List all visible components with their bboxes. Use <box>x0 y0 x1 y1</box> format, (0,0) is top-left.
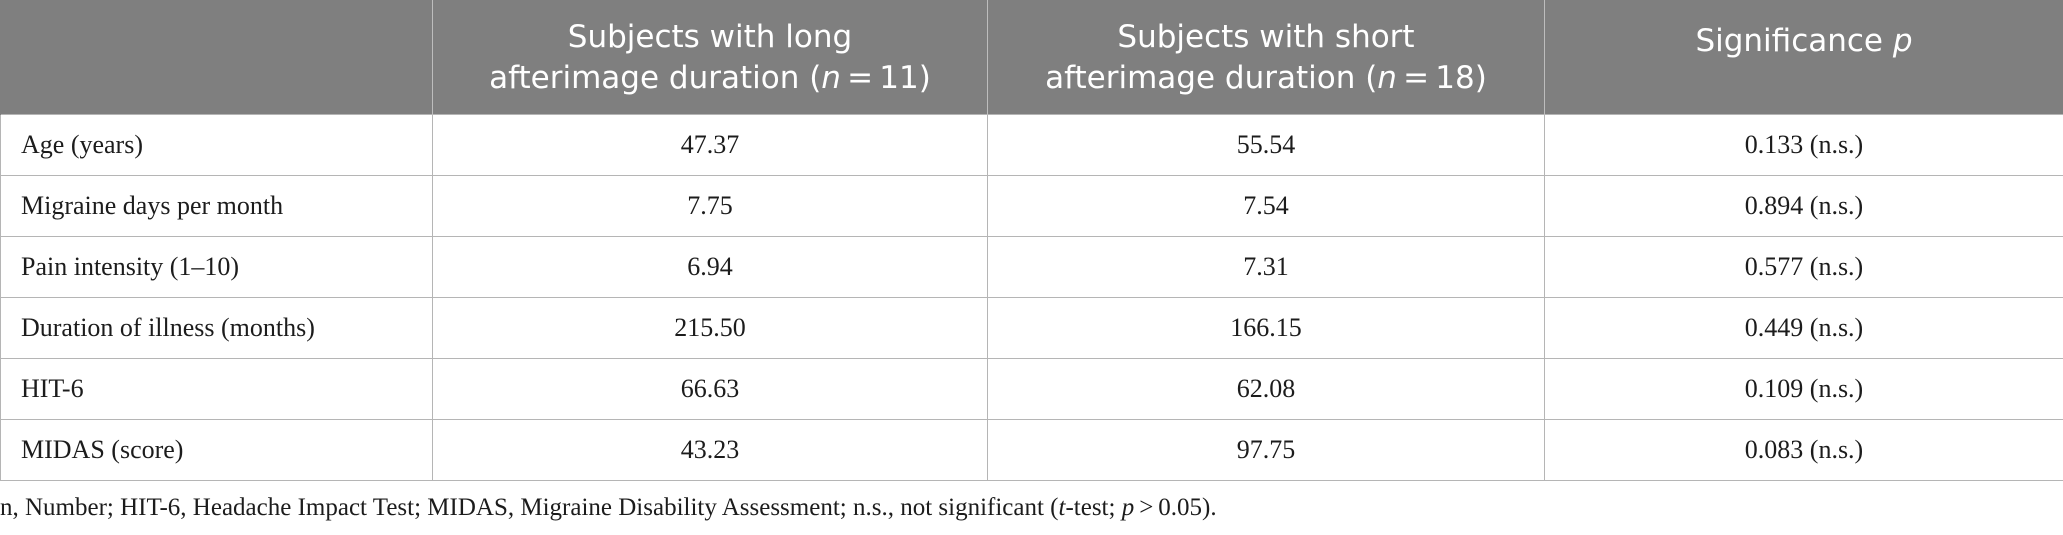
row-label: Age (years) <box>0 114 433 176</box>
cell-short-value: 7.54 <box>987 175 1545 237</box>
footnote-t: t <box>1058 494 1066 521</box>
cell-long-value: 66.63 <box>432 358 988 420</box>
row-label: Pain intensity (1–10) <box>0 236 433 298</box>
table-row: HIT-6 66.63 62.08 0.109 (n.s.) <box>0 358 2063 420</box>
cell-short-value: 55.54 <box>987 114 1545 176</box>
header-row: Subjects with long afterimage duration (… <box>0 0 2063 115</box>
row-label: HIT-6 <box>0 358 433 420</box>
header-significance-text: Significance <box>1695 23 1893 59</box>
cell-significance: 0.577 (n.s.) <box>1544 236 2063 298</box>
cell-long-value: 43.23 <box>432 419 988 481</box>
cell-short-value: 97.75 <box>987 419 1545 481</box>
row-label: Duration of illness (months) <box>0 297 433 359</box>
header-short-line1: Subjects with short <box>1117 18 1415 55</box>
data-table: Subjects with long afterimage duration (… <box>0 0 2063 481</box>
header-long-line2-prefix: afterimage duration ( <box>489 59 822 96</box>
header-long-line1: Subjects with long <box>567 18 853 55</box>
data-table-container: Subjects with long afterimage duration (… <box>0 0 2063 481</box>
table-footnote: n, Number; HIT-6, Headache Impact Test; … <box>0 494 1217 522</box>
header-long-line2-suffix: = 11) <box>840 59 931 96</box>
table-row: Age (years) 47.37 55.54 0.133 (n.s.) <box>0 114 2063 176</box>
header-short-n: n <box>1377 59 1397 96</box>
header-cell-long-afterimage: Subjects with long afterimage duration (… <box>432 0 988 115</box>
table-row: Duration of illness (months) 215.50 166.… <box>0 297 2063 359</box>
row-label: Migraine days per month <box>0 175 433 237</box>
header-cell-empty <box>0 0 433 115</box>
cell-long-value: 7.75 <box>432 175 988 237</box>
table-row: MIDAS (score) 43.23 97.75 0.083 (n.s.) <box>0 419 2063 481</box>
cell-short-value: 62.08 <box>987 358 1545 420</box>
cell-short-value: 7.31 <box>987 236 1545 298</box>
cell-long-value: 47.37 <box>432 114 988 176</box>
header-short-line2-suffix: = 18) <box>1396 59 1487 96</box>
cell-significance: 0.894 (n.s.) <box>1544 175 2063 237</box>
row-label: MIDAS (score) <box>0 419 433 481</box>
footnote-part2: -test; <box>1065 494 1122 521</box>
header-short-line2-prefix: afterimage duration ( <box>1045 59 1378 96</box>
footnote-part3: > 0.05). <box>1134 494 1217 521</box>
cell-long-value: 215.50 <box>432 297 988 359</box>
header-cell-short-afterimage: Subjects with short afterimage duration … <box>987 0 1545 115</box>
cell-long-value: 6.94 <box>432 236 988 298</box>
footnote-part1: n, Number; HIT-6, Headache Impact Test; … <box>0 494 1059 521</box>
header-long-n: n <box>821 59 841 96</box>
header-cell-significance: Significance p <box>1544 0 2063 115</box>
header-significance-p: p <box>1892 23 1913 59</box>
cell-significance: 0.449 (n.s.) <box>1544 297 2063 359</box>
table-body: Age (years) 47.37 55.54 0.133 (n.s.) Mig… <box>0 114 2063 481</box>
cell-significance: 0.083 (n.s.) <box>1544 419 2063 481</box>
cell-short-value: 166.15 <box>987 297 1545 359</box>
table-row: Migraine days per month 7.75 7.54 0.894 … <box>0 175 2063 237</box>
cell-significance: 0.109 (n.s.) <box>1544 358 2063 420</box>
cell-significance: 0.133 (n.s.) <box>1544 114 2063 176</box>
footnote-p: p <box>1121 494 1135 521</box>
table-header: Subjects with long afterimage duration (… <box>0 0 2063 115</box>
table-row: Pain intensity (1–10) 6.94 7.31 0.577 (n… <box>0 236 2063 298</box>
